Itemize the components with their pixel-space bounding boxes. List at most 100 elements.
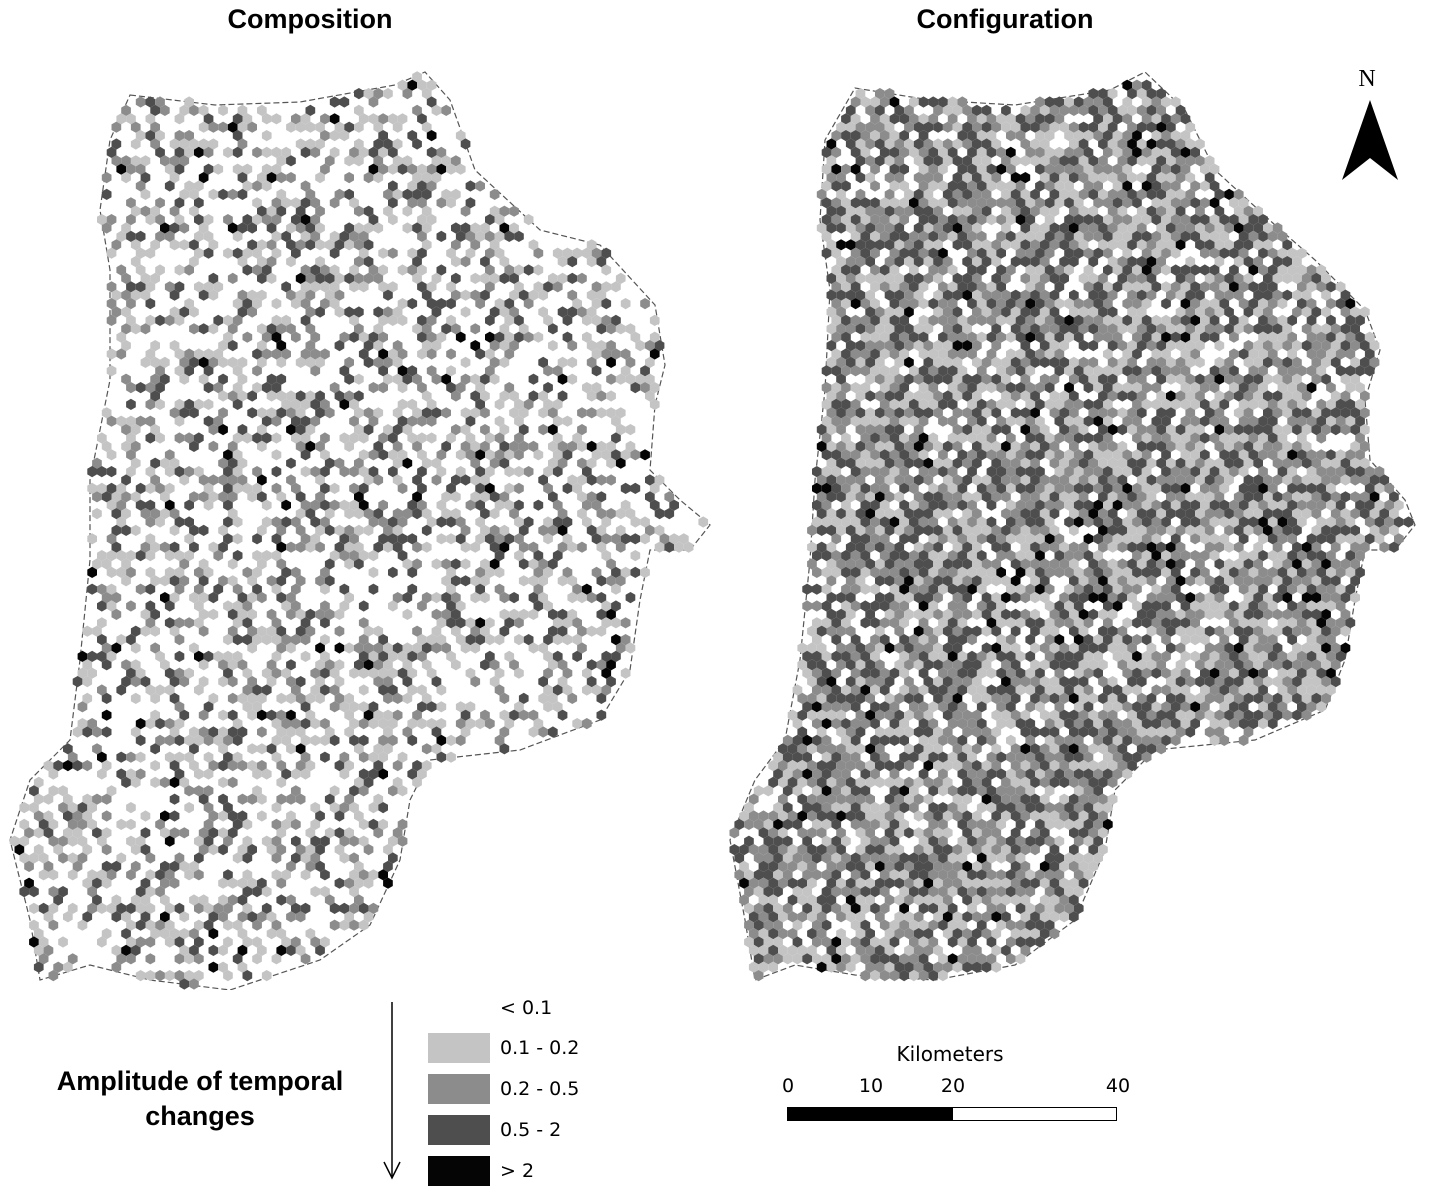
hex-cell	[1136, 205, 1147, 217]
hex-cell	[334, 306, 345, 318]
hex-cell	[378, 264, 388, 276]
hex-cell	[855, 121, 866, 133]
hex-cell	[904, 188, 914, 200]
hex-cell	[363, 659, 374, 671]
hex-cell	[121, 944, 131, 956]
hex-cell	[942, 306, 953, 318]
hex-cell	[826, 172, 837, 184]
hex-cell	[373, 121, 384, 133]
hex-cell	[1214, 188, 1225, 200]
hex-cell	[1170, 314, 1181, 326]
hex-cell	[412, 440, 422, 452]
hex-cell	[324, 827, 335, 839]
hex-cell	[1151, 96, 1162, 108]
hex-cell	[845, 138, 856, 150]
hex-cell	[412, 256, 422, 268]
hex-cell	[460, 356, 471, 368]
hex-cell	[1073, 163, 1084, 175]
hex-cell	[1306, 298, 1317, 310]
hex-cell	[130, 944, 141, 956]
hex-cell	[489, 340, 500, 352]
hex-cell	[242, 617, 253, 629]
hex-cell	[368, 667, 379, 679]
hex-cell	[1141, 298, 1152, 310]
hex-cell	[1195, 222, 1205, 234]
hex-cell	[836, 272, 846, 284]
hex-cell	[106, 314, 117, 326]
hex-cell	[261, 550, 272, 562]
hex-cell	[518, 558, 529, 570]
hex-cell	[417, 281, 427, 293]
hex-cell	[72, 676, 83, 688]
hex-cell	[850, 96, 861, 108]
hex-cell	[1258, 298, 1268, 310]
hex-cell	[276, 541, 287, 553]
hex-cell	[562, 533, 573, 545]
hex-cell	[485, 449, 495, 461]
hex-cell	[611, 600, 621, 612]
hex-cell	[499, 390, 510, 402]
hex-cell	[1025, 214, 1036, 226]
hex-cell	[884, 289, 895, 301]
hex-cell	[567, 692, 578, 704]
hex-cell	[203, 499, 214, 511]
hex-cell	[1297, 298, 1307, 310]
hex-cell	[1093, 163, 1103, 175]
hex-cell	[305, 306, 316, 318]
hex-cell	[189, 306, 199, 318]
hex-cell	[334, 676, 345, 688]
hex-cell	[383, 692, 393, 704]
hex-cell	[179, 978, 190, 990]
hex-cell	[320, 298, 330, 310]
hex-cell	[373, 222, 384, 234]
hex-cell	[620, 482, 631, 494]
hex-cell	[957, 197, 968, 209]
hex-cell	[1001, 289, 1011, 301]
hex-cell	[237, 810, 248, 822]
hex-cell	[1020, 222, 1031, 234]
hex-cell	[174, 264, 185, 276]
hex-cell	[145, 869, 156, 881]
hex-cell	[305, 508, 316, 520]
hex-cell	[315, 860, 325, 872]
hex-cell	[431, 373, 442, 385]
hex-cell	[358, 449, 369, 461]
hex-cell	[485, 264, 495, 276]
hex-cell	[499, 541, 510, 553]
hex-cell	[826, 323, 837, 335]
hex-cell	[933, 121, 943, 133]
hex-cell	[446, 516, 456, 528]
hex-cell	[475, 617, 485, 629]
hex-cell	[596, 289, 607, 301]
hex-cell	[523, 331, 534, 343]
hex-cell	[198, 524, 209, 536]
hex-cell	[981, 104, 992, 116]
hex-cell	[562, 415, 573, 427]
hex-cell	[194, 684, 204, 696]
hex-cell	[1010, 306, 1021, 318]
hex-cell	[533, 499, 544, 511]
hex-cell	[470, 239, 481, 251]
hex-cell	[276, 692, 287, 704]
hex-cell	[1103, 130, 1113, 142]
hex-cell	[611, 583, 621, 595]
hex-cell	[397, 113, 408, 125]
hex-cell	[305, 709, 316, 721]
hex-cell	[194, 936, 204, 948]
hex-cell	[354, 407, 364, 419]
hex-cell	[913, 289, 924, 301]
hex-cell	[232, 146, 243, 158]
hex-cell	[232, 583, 243, 595]
hex-cell	[237, 306, 248, 318]
hex-cell	[126, 550, 136, 562]
hex-cell	[938, 264, 948, 276]
hex-cell	[1175, 172, 1186, 184]
hex-cell	[349, 466, 359, 478]
hex-cell	[208, 440, 219, 452]
hex-cell	[412, 508, 422, 520]
hex-cell	[237, 659, 248, 671]
hex-cell	[184, 516, 194, 528]
hex-cell	[1059, 222, 1069, 234]
hex-cell	[208, 424, 219, 436]
hex-cell	[286, 608, 296, 620]
